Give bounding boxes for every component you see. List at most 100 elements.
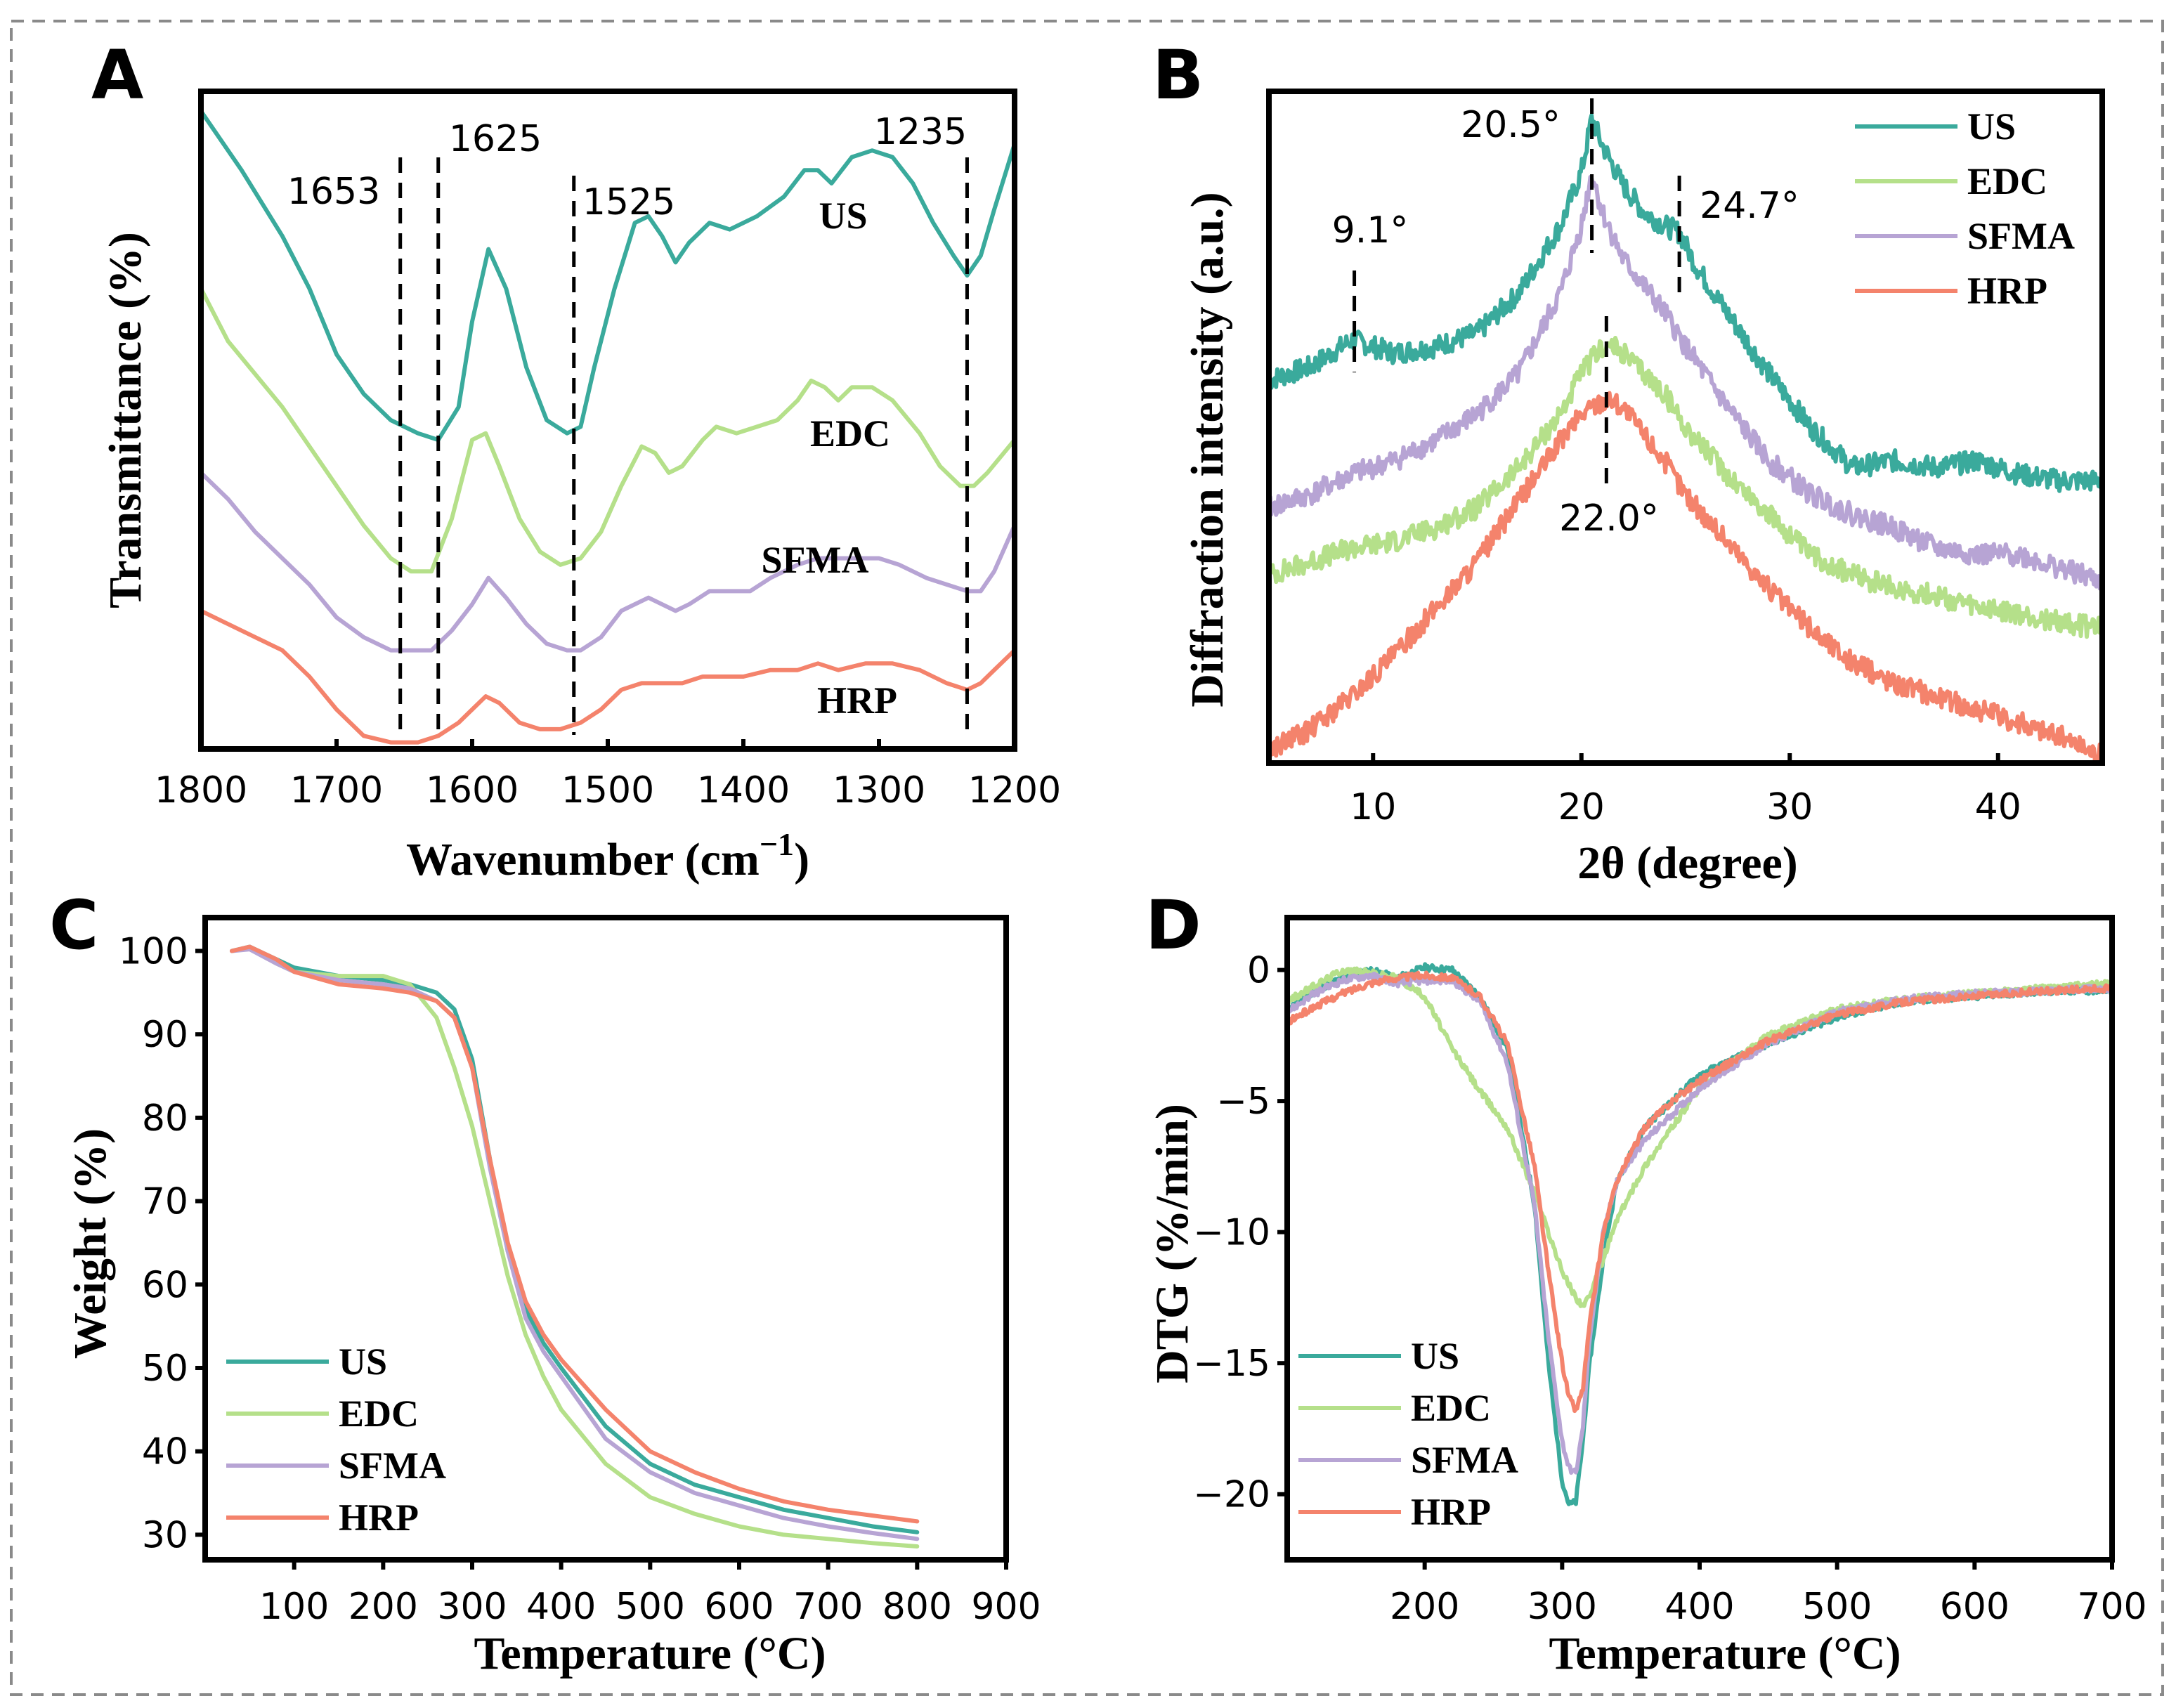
- series-line-sfma: [1285, 971, 2114, 1475]
- y-tick-label: 70: [142, 1181, 188, 1223]
- y-tick-label: 60: [142, 1264, 188, 1306]
- marker-label-1525: 1525: [582, 181, 675, 223]
- c-plot-frame: [202, 915, 1009, 1563]
- x-tick-label: 40: [1975, 786, 2021, 828]
- series-line-hrp: [199, 608, 1017, 745]
- x-tick-label: 1800: [155, 769, 247, 811]
- legend-label-edc: EDC: [1967, 160, 2047, 202]
- x-tick-label: 600: [704, 1586, 774, 1628]
- x-tick-label: 1400: [697, 769, 790, 811]
- x-tick-label: 700: [2077, 1586, 2146, 1628]
- x-tick-label: 900: [971, 1586, 1041, 1628]
- legend-label-sfma: SFMA: [1967, 215, 2075, 257]
- series-line-sfma: [1267, 175, 2104, 591]
- y-tick-label: −5: [1216, 1081, 1270, 1123]
- x-tick-label: 500: [615, 1586, 685, 1628]
- y-tick-label: 40: [142, 1431, 188, 1473]
- y-tick-label: −15: [1193, 1343, 1270, 1385]
- d-y-axis-title: DTG (%/min): [1147, 1104, 1198, 1383]
- legend-label-sfma: SFMA: [1411, 1439, 1518, 1481]
- a-y-axis-title: Transmittance (%): [100, 232, 151, 608]
- series-label-edc: EDC: [810, 412, 890, 455]
- panel-d: D 200 300 400 500 600 700 0 −5 −10 −15 −20 US EDC SF…: [1145, 886, 2147, 1679]
- legend-label-hrp: HRP: [1967, 270, 2047, 312]
- a-x-axis-title: Wavenumber (cm−1): [406, 826, 809, 885]
- marker-label: 24.7°: [1700, 185, 1799, 227]
- a-ticks-group: 1800 1700 1600 1500 1400 1300 1200: [155, 739, 1061, 811]
- series-line-edc: [230, 946, 920, 1549]
- y-tick-label: 90: [142, 1014, 188, 1056]
- legend-label-hrp: HRP: [1411, 1491, 1491, 1533]
- y-tick-label: −10: [1193, 1212, 1270, 1254]
- marker-label: 20.5°: [1461, 104, 1561, 146]
- panel-letter-b: B: [1152, 36, 1204, 115]
- b-ticks-group: 10 20 30 40: [1350, 753, 2021, 828]
- c-series-group: [230, 944, 920, 1549]
- series-line-hrp: [1285, 970, 2114, 1414]
- panel-letter-a: A: [91, 36, 143, 115]
- x-tick-label: 300: [437, 1586, 507, 1628]
- legend-label-us: US: [1967, 105, 2016, 148]
- marker-label: 9.1°: [1332, 209, 1409, 252]
- b-legend: US EDC SFMA HRP: [1855, 105, 2075, 312]
- series-line-edc: [1267, 336, 2104, 639]
- y-tick-label: 80: [142, 1097, 188, 1140]
- x-tick-label: 1200: [968, 769, 1061, 811]
- c-x-axis-title: Temperature (°C): [474, 1628, 826, 1679]
- x-tick-label: 500: [1802, 1586, 1872, 1628]
- series-line-edc: [1285, 966, 2114, 1308]
- x-tick-label: 200: [348, 1586, 418, 1628]
- y-tick-label: 0: [1247, 950, 1270, 992]
- legend-label-edc: EDC: [339, 1393, 419, 1435]
- x-tick-label: 600: [1940, 1586, 2009, 1628]
- b-x-axis-title: 2θ (degree): [1577, 837, 1798, 889]
- d-legend: US EDC SFMA HRP: [1298, 1335, 1518, 1533]
- legend-label-us: US: [339, 1341, 387, 1383]
- series-line-hrp: [1267, 391, 2104, 765]
- c-ticks-group: 100 200 300 400 500 600 700 800 900 30 40 50 60 70 80 9…: [119, 930, 1041, 1628]
- x-tick-label: 1700: [290, 769, 383, 811]
- series-label-us: US: [819, 195, 867, 237]
- y-tick-label: −20: [1193, 1474, 1270, 1516]
- marker-label: 22.0°: [1559, 497, 1659, 540]
- series-line-us: [199, 109, 1017, 443]
- series-line-edc: [199, 286, 1017, 574]
- x-tick-label: 100: [259, 1586, 329, 1628]
- legend-label-edc: EDC: [1411, 1387, 1491, 1429]
- x-tick-label: 1600: [426, 769, 519, 811]
- x-tick-label: 400: [526, 1586, 596, 1628]
- series-line-sfma: [199, 470, 1017, 653]
- panel-letter-c: C: [49, 886, 98, 965]
- series-line-us: [1267, 113, 2104, 493]
- b-y-axis-title: Diffraction intensity (a.u.): [1182, 192, 1233, 707]
- c-legend: US EDC SFMA HRP: [226, 1341, 446, 1539]
- legend-label-us: US: [1411, 1335, 1459, 1377]
- series-line-hrp: [230, 944, 920, 1524]
- x-tick-label: 200: [1390, 1586, 1459, 1628]
- series-line-sfma: [230, 947, 920, 1541]
- panel-c: C 100 200 300 400 500 600 700 800 900 30 40 50 60 70 8…: [49, 886, 1041, 1679]
- marker-label-1235: 1235: [874, 111, 967, 153]
- x-tick-label: 1300: [833, 769, 925, 811]
- y-tick-label: 30: [142, 1514, 188, 1556]
- a-markers-group: 1653 1625 1525 1235: [287, 111, 969, 735]
- legend-label-sfma: SFMA: [339, 1445, 446, 1487]
- a-series-labels: US EDC SFMA HRP: [762, 195, 897, 722]
- b-series-group: [1267, 113, 2104, 765]
- x-tick-label: 700: [793, 1586, 863, 1628]
- marker-label-1625: 1625: [449, 118, 542, 160]
- x-tick-label: 30: [1766, 786, 1813, 828]
- a-series-group: [199, 109, 1017, 745]
- x-tick-label: 400: [1664, 1586, 1734, 1628]
- d-x-axis-title: Temperature (°C): [1549, 1628, 1901, 1679]
- x-tick-label: 800: [882, 1586, 952, 1628]
- series-label-sfma: SFMA: [762, 539, 869, 581]
- marker-label-1653: 1653: [287, 171, 380, 213]
- b-plot-frame: [1266, 89, 2105, 766]
- x-tick-label: 10: [1350, 786, 1396, 828]
- x-tick-label: 300: [1527, 1586, 1597, 1628]
- series-line-us: [230, 944, 920, 1534]
- d-ticks-group: 200 300 400 500 600 700 0 −5 −10 −15 −20: [1193, 950, 2146, 1628]
- x-tick-label: 20: [1558, 786, 1605, 828]
